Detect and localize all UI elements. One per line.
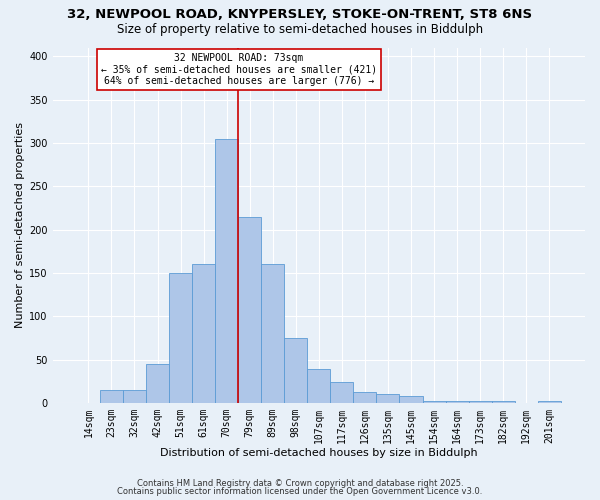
Bar [261,264,284,403]
Bar [192,264,215,403]
Bar [169,273,192,403]
Text: 32 NEWPOOL ROAD: 73sqm
← 35% of semi-detached houses are smaller (421)
64% of se: 32 NEWPOOL ROAD: 73sqm ← 35% of semi-det… [101,53,377,86]
Y-axis label: Number of semi-detached properties: Number of semi-detached properties [15,122,25,328]
Bar [307,368,331,403]
Bar [215,138,238,403]
Bar [376,394,400,403]
X-axis label: Distribution of semi-detached houses by size in Biddulph: Distribution of semi-detached houses by … [160,448,478,458]
Text: Contains HM Land Registry data © Crown copyright and database right 2025.: Contains HM Land Registry data © Crown c… [137,478,463,488]
Bar [538,402,561,403]
Bar [422,402,446,403]
Bar [123,390,146,403]
Text: Contains public sector information licensed under the Open Government Licence v3: Contains public sector information licen… [118,487,482,496]
Bar [284,338,307,403]
Bar [469,402,491,403]
Text: Size of property relative to semi-detached houses in Biddulph: Size of property relative to semi-detach… [117,22,483,36]
Bar [146,364,169,403]
Text: 32, NEWPOOL ROAD, KNYPERSLEY, STOKE-ON-TRENT, ST8 6NS: 32, NEWPOOL ROAD, KNYPERSLEY, STOKE-ON-T… [67,8,533,20]
Bar [100,390,123,403]
Bar [491,402,515,403]
Bar [238,216,261,403]
Bar [446,402,469,403]
Bar [400,396,422,403]
Bar [353,392,376,403]
Bar [331,382,353,403]
